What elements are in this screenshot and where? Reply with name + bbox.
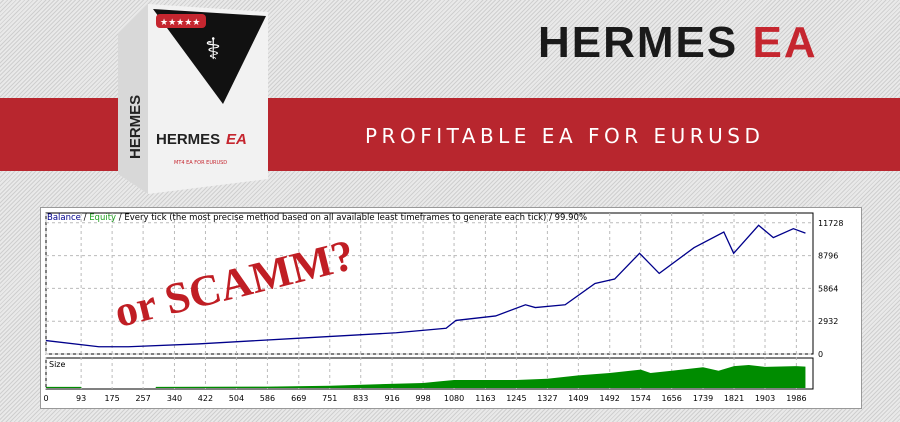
x-tick-label: 93 bbox=[76, 394, 86, 403]
x-tick-label: 1986 bbox=[786, 394, 806, 403]
y-tick-label: 5864 bbox=[818, 284, 838, 293]
legend-equity: Equity bbox=[89, 213, 117, 223]
x-tick-label: 1821 bbox=[724, 394, 744, 403]
backtest-chart: 0 93 175 257 340 422 504 586 669 751 833 916 998 1080… bbox=[40, 207, 862, 409]
x-tick-label: 1327 bbox=[537, 394, 557, 403]
x-tick-label: 257 bbox=[135, 394, 150, 403]
box-brand-accent: EA bbox=[226, 131, 247, 148]
x-tick-label: 175 bbox=[104, 394, 119, 403]
x-tick-label: 1492 bbox=[600, 394, 620, 403]
y-tick-label: 8796 bbox=[818, 252, 838, 261]
x-tick-label: 998 bbox=[415, 394, 430, 403]
legend-balance: Balance bbox=[47, 213, 81, 223]
chart-svg: 0 93 175 257 340 422 504 586 669 751 833 916 998 1080… bbox=[43, 212, 843, 403]
y-tick-label: 0 bbox=[818, 350, 823, 359]
y-tick-label: 11728 bbox=[818, 219, 843, 228]
x-tick-label: 1903 bbox=[755, 394, 775, 403]
banner-subtitle: PROFITABLE EA FOR EURUSD bbox=[365, 124, 765, 148]
caduceus-icon: ⚕ bbox=[205, 32, 221, 67]
x-tick-label: 1080 bbox=[444, 394, 464, 403]
box-side-brand: HERMES bbox=[127, 95, 144, 159]
size-area bbox=[46, 365, 806, 388]
x-tick-label: 0 bbox=[43, 394, 48, 403]
x-tick-label: 422 bbox=[198, 394, 213, 403]
x-tick-label: 1163 bbox=[475, 394, 495, 403]
x-tick-label: 340 bbox=[167, 394, 182, 403]
size-label: Size bbox=[49, 360, 66, 369]
banner-title: HERMES EA bbox=[538, 18, 818, 67]
box-brand: HERMES bbox=[156, 131, 220, 148]
box-tagline: MT4 EA FOR EURUSD bbox=[174, 160, 227, 166]
y-tick-label: 2932 bbox=[818, 317, 838, 326]
x-tick-label: 916 bbox=[384, 394, 399, 403]
x-tick-label: 1739 bbox=[693, 394, 713, 403]
x-tick-label: 1656 bbox=[662, 394, 682, 403]
balance-panel bbox=[45, 212, 814, 355]
x-tick-label: 751 bbox=[322, 394, 337, 403]
x-tick-label: 669 bbox=[291, 394, 306, 403]
rating-stars: ★★★★★ bbox=[160, 18, 200, 28]
x-tick-label: 586 bbox=[260, 394, 275, 403]
product-box: ★★★★★ ⚕ HERMES EA MT4 EA FOR EURUSD HERM… bbox=[118, 4, 268, 194]
size-panel bbox=[45, 357, 814, 390]
x-tick-label: 1409 bbox=[568, 394, 588, 403]
x-tick-label: 504 bbox=[229, 394, 244, 403]
chart-header: Balance / Equity / Every tick (the most … bbox=[47, 213, 588, 223]
x-tick-label: 833 bbox=[353, 394, 368, 403]
balance-line bbox=[45, 224, 806, 348]
x-tick-label: 1574 bbox=[631, 394, 651, 403]
x-tick-label: 1245 bbox=[506, 394, 526, 403]
